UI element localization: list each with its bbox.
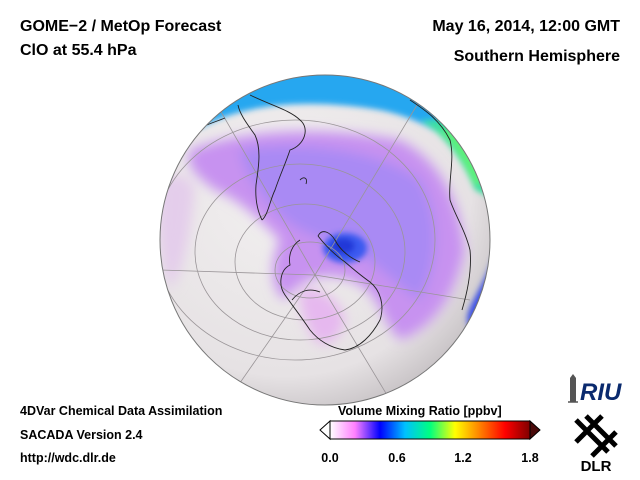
- globe-rim: [159, 74, 491, 406]
- colorbar-tick-3: 1.8: [521, 451, 539, 465]
- dlr-logo: DLR: [574, 414, 618, 475]
- riu-logo: RIU: [568, 374, 622, 406]
- colorbar-tick-0: 0.0: [321, 451, 339, 465]
- graticule: [160, 99, 471, 401]
- colorbar-tick-1: 0.6: [388, 451, 406, 465]
- region-label: Southern Hemisphere: [453, 48, 620, 65]
- logos: RIU DLR: [568, 374, 622, 475]
- footer-line2: SACADA Version 2.4: [20, 428, 143, 442]
- coastlines: [195, 94, 471, 351]
- colorbar-max-arrow: [529, 419, 541, 441]
- forecast-date: May 16, 2014, 12:00 GMT: [432, 18, 620, 35]
- title-line1: GOME−2 / MetOp Forecast: [20, 18, 222, 35]
- colorbar: [319, 419, 541, 441]
- colorbar-title: Volume Mixing Ratio [ppbv]: [338, 404, 502, 418]
- colorbar-min-arrow: [319, 419, 331, 441]
- footer-url: http://wdc.dlr.de: [20, 451, 116, 465]
- dlr-text: DLR: [581, 458, 612, 475]
- riu-text: RIU: [580, 379, 622, 406]
- title-line2: ClO at 55.4 hPa: [20, 42, 137, 59]
- clo-hotspot: [323, 233, 367, 263]
- colorbar-tick-2: 1.2: [454, 451, 472, 465]
- footer-line1: 4DVar Chemical Data Assimilation: [20, 404, 223, 418]
- colorbar-scale: [329, 420, 531, 440]
